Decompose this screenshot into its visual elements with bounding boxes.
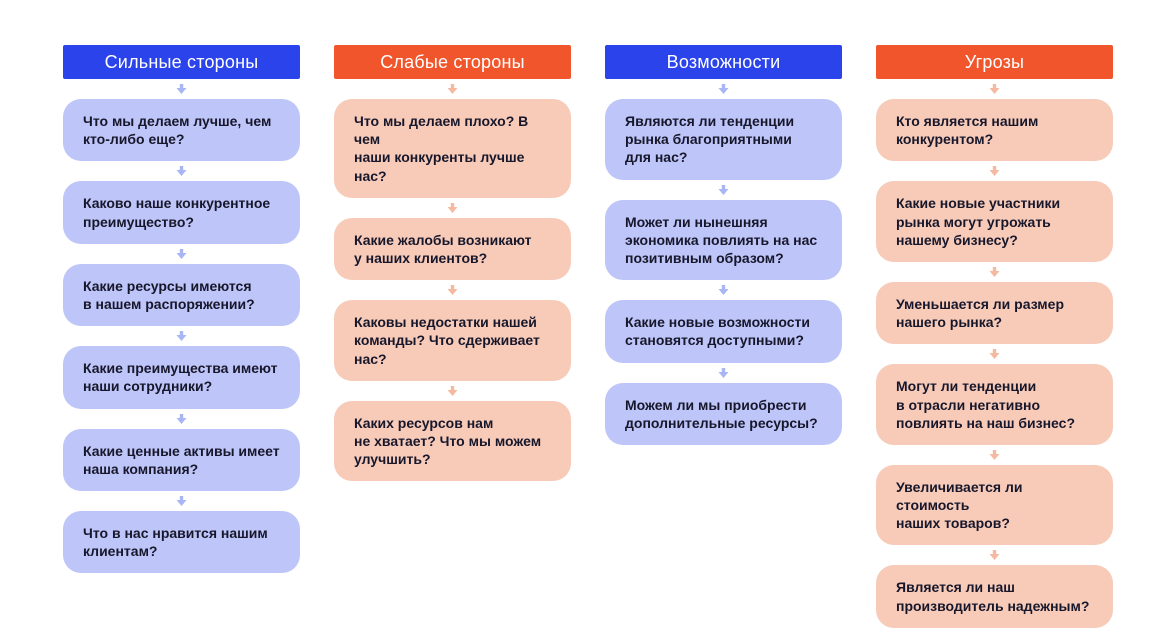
question-text: Кто является нашим конкурентом?: [896, 113, 1039, 148]
question-text: Могут ли тенденции в отрасли негативно п…: [896, 378, 1075, 431]
column-header-strengths: Сильные стороны: [63, 45, 300, 79]
down-arrow-icon: [63, 244, 300, 264]
down-arrow-icon: [876, 545, 1113, 565]
down-arrow-icon: [63, 326, 300, 346]
question-text: Является ли наш производитель надежным?: [896, 579, 1090, 614]
down-arrow-icon: [63, 79, 300, 99]
question-card: Могут ли тенденции в отрасли негативно п…: [876, 364, 1113, 445]
question-card: Какие ценные активы имеет наша компания?: [63, 428, 300, 491]
question-text: Может ли нынешняя экономика повлиять на …: [625, 213, 818, 266]
question-card: Увеличивается ли стоимость наших товаров…: [876, 464, 1113, 546]
question-card: Каких ресурсов нам не хватает? Что мы мо…: [334, 400, 571, 482]
down-arrow-icon: [334, 280, 571, 300]
question-card: Какие новые участники рынка могут угрожа…: [876, 181, 1113, 262]
question-card: Может ли нынешняя экономика повлиять на …: [605, 199, 842, 281]
question-text: Какие жалобы возникают у наших клиентов?: [354, 231, 532, 266]
question-text: Являются ли тенденции рынка благоприятны…: [625, 113, 795, 166]
question-text: Какие новые возможности становятся досту…: [625, 314, 810, 349]
down-arrow-icon: [605, 79, 842, 99]
down-arrow-icon: [63, 409, 300, 429]
down-arrow-icon: [63, 491, 300, 511]
down-arrow-icon: [876, 79, 1113, 99]
question-card: Каковы недостатки нашей команды? Что сде…: [334, 300, 571, 381]
down-arrow-icon: [63, 161, 300, 181]
down-arrow-icon: [876, 262, 1113, 282]
question-card: Какие преимущества имеют наши сотрудники…: [63, 346, 300, 409]
swot-board: Сильные стороны Что мы делаем лучше, чем…: [63, 45, 1113, 628]
question-card: Уменьшается ли размер нашего рынка?: [876, 281, 1113, 345]
question-text: Какие преимущества имеют наши сотрудники…: [83, 360, 278, 395]
question-text: Какие ресурсы имеются в нашем распоряжен…: [83, 277, 255, 312]
question-card: Какие жалобы возникают у наших клиентов?: [334, 217, 571, 281]
down-arrow-icon: [876, 344, 1113, 364]
question-card: Какие новые возможности становятся досту…: [605, 300, 842, 363]
down-arrow-icon: [605, 280, 842, 300]
column-title: Возможности: [666, 51, 781, 72]
question-card: Кто является нашим конкурентом?: [876, 99, 1113, 162]
question-card: Каково наше конкурентное преимущество?: [63, 181, 300, 244]
swot-column-weaknesses: Слабые стороны Что мы делаем плохо? В че…: [334, 45, 571, 482]
question-text: Какие новые участники рынка могут угрожа…: [896, 195, 1061, 248]
column-header-opportunities: Возможности: [605, 45, 842, 79]
down-arrow-icon: [876, 445, 1113, 465]
question-text: Какие ценные активы имеет наша компания?: [83, 442, 280, 477]
swot-column-opportunities: Возможности Являются ли тенденции рынка …: [605, 45, 842, 445]
swot-column-strengths: Сильные стороны Что мы делаем лучше, чем…: [63, 45, 300, 574]
column-title: Угрозы: [964, 51, 1025, 72]
column-header-weaknesses: Слабые стороны: [334, 45, 571, 79]
question-text: Что мы делаем лучше, чем кто-либо еще?: [83, 113, 272, 148]
down-arrow-icon: [876, 161, 1113, 181]
down-arrow-icon: [605, 363, 842, 383]
question-card: Что в нас нравится нашим клиентам?: [63, 510, 300, 574]
question-text: Каковы недостатки нашей команды? Что сде…: [354, 314, 540, 367]
column-title: Сильные стороны: [104, 51, 259, 72]
swot-column-threats: Угрозы Кто является нашим конкурентом? К…: [876, 45, 1113, 628]
column-title: Слабые стороны: [380, 51, 525, 72]
question-card: Являются ли тенденции рынка благоприятны…: [605, 99, 842, 180]
question-card: Что мы делаем плохо? В чем наши конкурен…: [334, 99, 571, 198]
down-arrow-icon: [334, 79, 571, 99]
question-text: Каких ресурсов нам не хватает? Что мы мо…: [354, 414, 542, 468]
question-text: Что в нас нравится нашим клиентам?: [83, 524, 268, 560]
question-card: Является ли наш производитель надежным?: [876, 565, 1113, 628]
column-header-threats: Угрозы: [876, 45, 1113, 79]
question-card: Какие ресурсы имеются в нашем распоряжен…: [63, 263, 300, 327]
question-text: Увеличивается ли стоимость наших товаров…: [896, 478, 1023, 532]
down-arrow-icon: [334, 198, 571, 218]
question-text: Можем ли мы приобрести дополнительные ре…: [625, 396, 818, 431]
question-card: Что мы делаем лучше, чем кто-либо еще?: [63, 99, 300, 162]
question-text: Каково наше конкурентное преимущество?: [83, 195, 271, 230]
down-arrow-icon: [605, 180, 842, 200]
question-card: Можем ли мы приобрести дополнительные ре…: [605, 382, 842, 445]
down-arrow-icon: [334, 381, 571, 401]
question-text: Что мы делаем плохо? В чем наши конкурен…: [354, 113, 529, 184]
question-text: Уменьшается ли размер нашего рынка?: [896, 295, 1064, 331]
